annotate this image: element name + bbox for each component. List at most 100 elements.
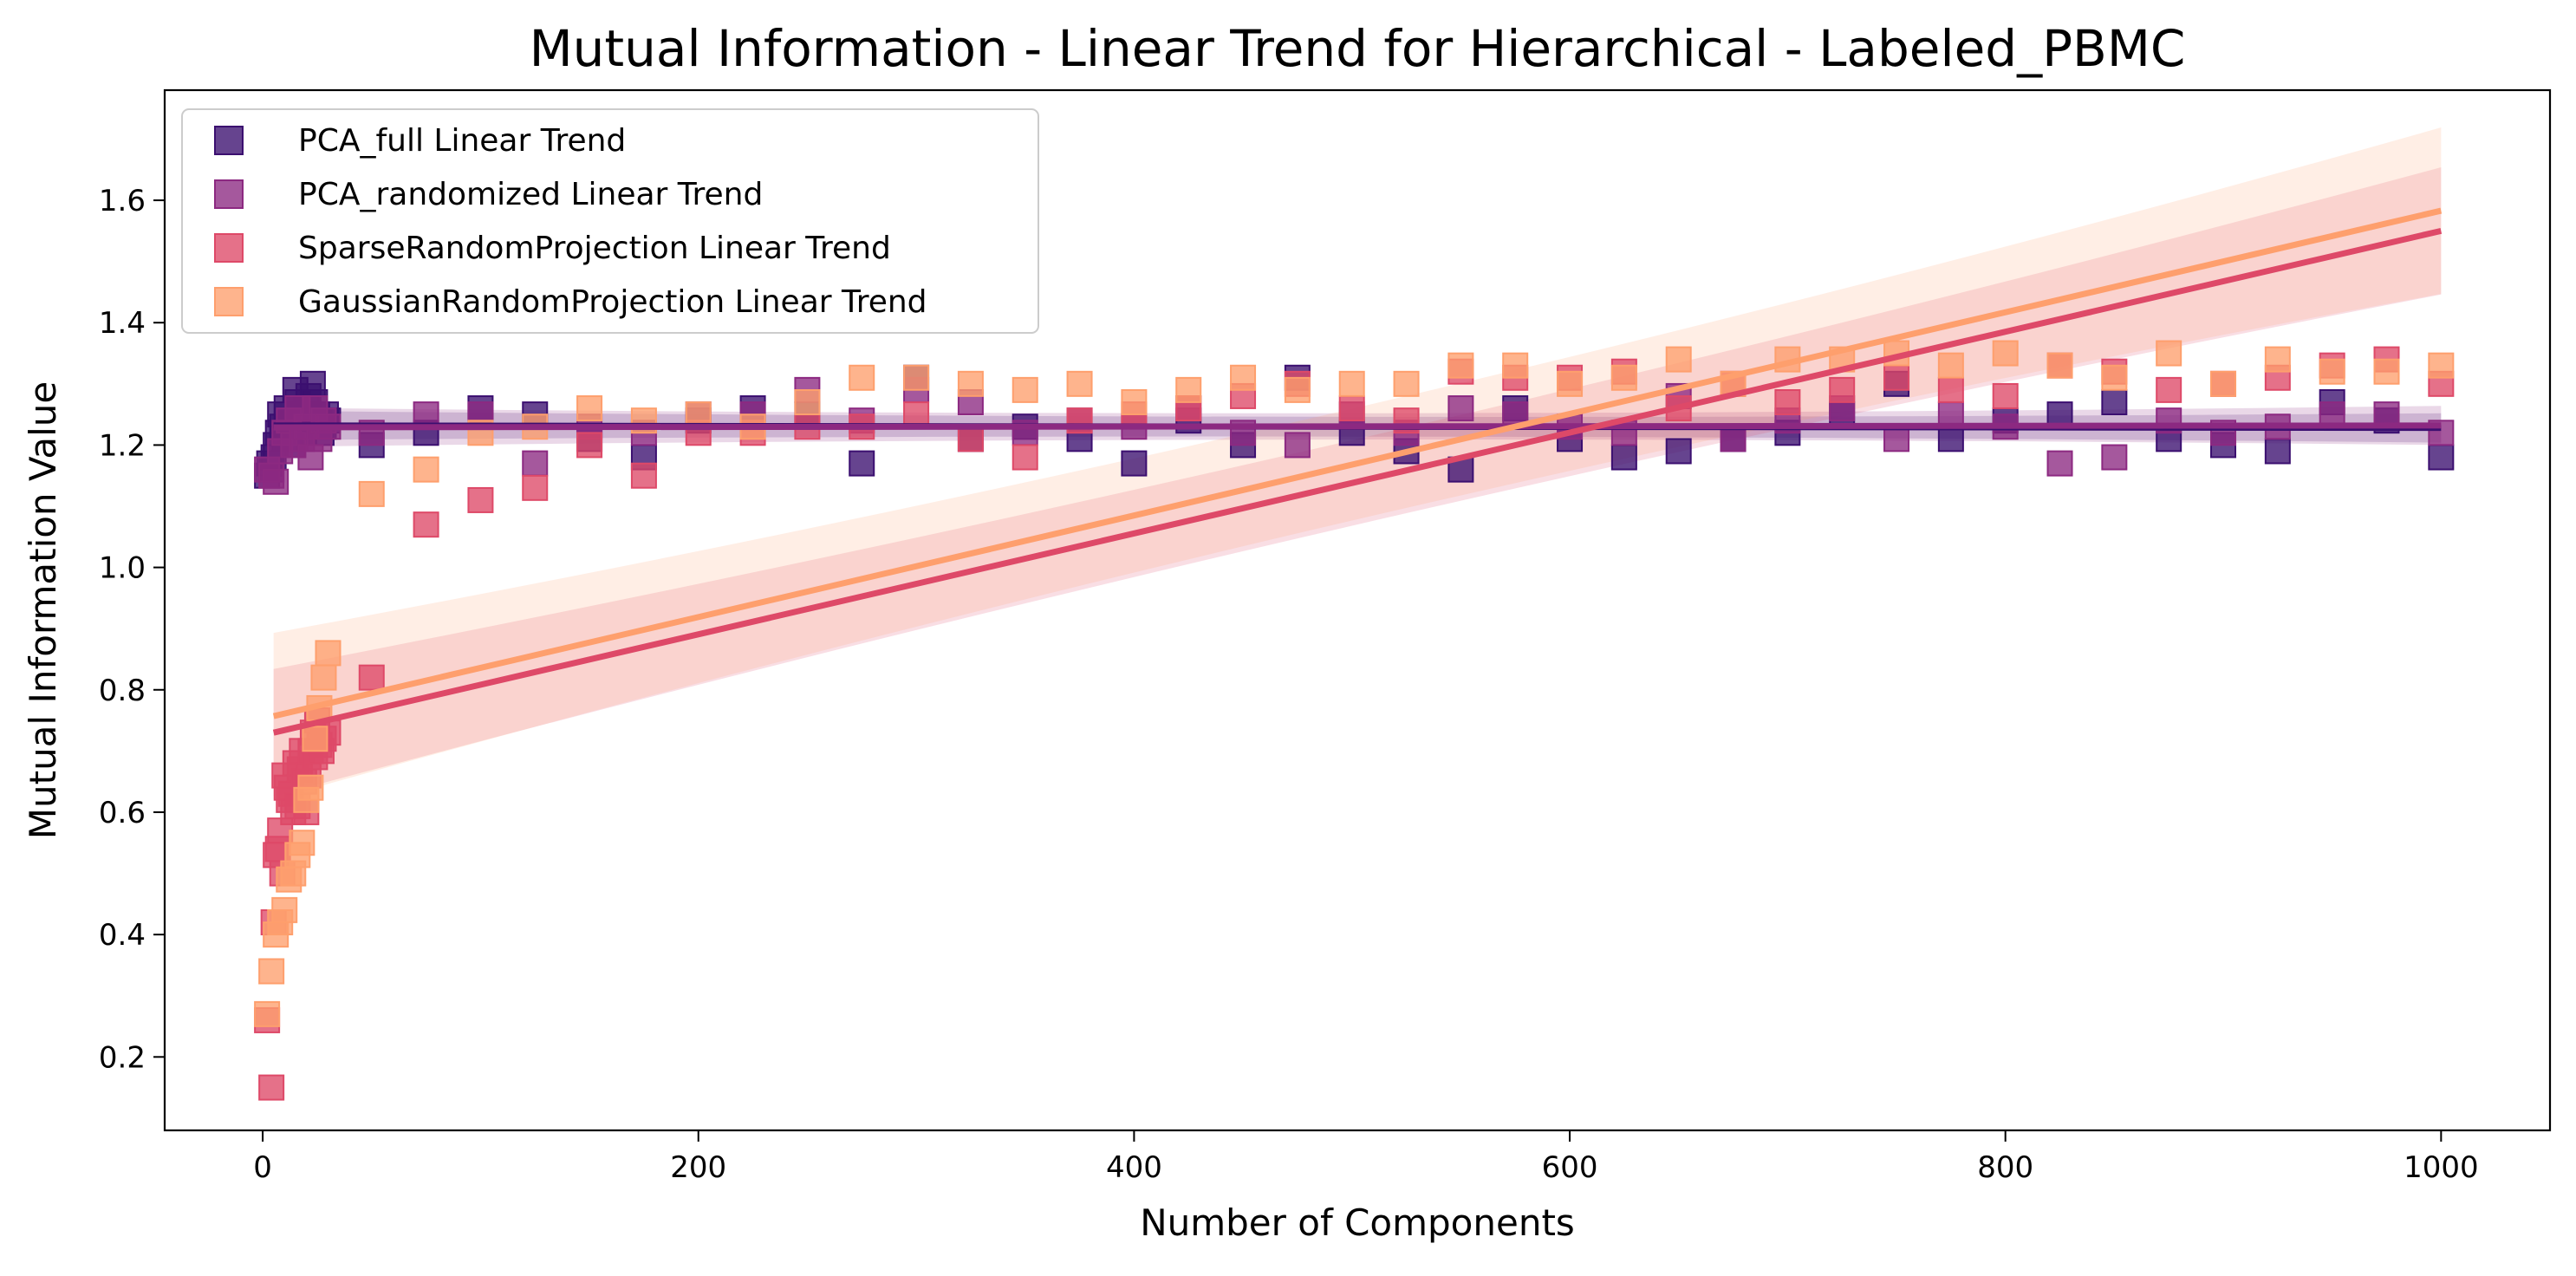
legend-marker-2 (214, 233, 244, 263)
series-3-point-31 (1230, 364, 1257, 391)
series-1-point-47 (2101, 444, 2128, 471)
series-2-trend-line (272, 227, 2443, 736)
series-3-point-44 (1937, 352, 1964, 379)
x-tick-label-5: 1000 (2404, 1150, 2479, 1185)
series-3-point-47 (2101, 364, 2128, 391)
series-3-point-14 (315, 640, 342, 667)
y-tick-label-5: 1.2 (99, 428, 146, 463)
chart-title: Mutual Information - Linear Trend for Hi… (530, 19, 2186, 78)
series-2-point-54 (1829, 376, 1856, 403)
x-tick-label-1: 200 (670, 1150, 726, 1185)
legend-marker-1 (214, 179, 244, 209)
series-2-point-29 (467, 486, 494, 513)
series-0-point-52 (1610, 444, 1637, 471)
series-3-point-0 (254, 1000, 281, 1027)
series-2-point-53 (1774, 389, 1801, 415)
axes: 0 200 400 600 800 1000 0.2 0.4 0.6 0.8 1.0 1.2 1.4 1.… (99, 184, 2479, 1185)
series-0-point-67 (2428, 444, 2455, 471)
series-2-point-39 (1012, 444, 1038, 471)
y-tick-label-4: 1.0 (99, 551, 146, 586)
series-2-point-60 (2156, 376, 2182, 403)
series-3-point-32 (1284, 376, 1311, 403)
x-axis-label: Number of Components (1140, 1201, 1575, 1244)
plot-frame (163, 88, 2552, 1132)
series-3-point-8 (289, 830, 315, 856)
series-3-point-25 (903, 364, 930, 391)
series-2-point-31 (576, 432, 603, 459)
series-3-point-50 (2264, 346, 2291, 373)
series-3-point-24 (849, 364, 875, 391)
x-tick-label-0: 0 (253, 1150, 272, 1185)
series-3-point-37 (1557, 370, 1584, 397)
x-tick-label-2: 400 (1106, 1150, 1162, 1185)
series-2-point-32 (630, 462, 657, 489)
y-axis-label: Mutual Information Value (22, 381, 64, 840)
series-2-point-1 (258, 1074, 285, 1101)
series-2-point-57 (1992, 382, 2019, 409)
series-3-point-16 (413, 456, 439, 483)
series-1-point-43 (1883, 426, 1910, 452)
legend-label-1: PCA_randomized Linear Trend (298, 177, 763, 212)
legend-label-2: SparseRandomProjection Linear Trend (298, 231, 891, 266)
plot-content (254, 127, 2455, 1101)
series-3-point-13 (310, 664, 337, 691)
x-tick-label-3: 600 (1542, 1150, 1598, 1185)
series-3-point-36 (1502, 352, 1529, 379)
series-1-point-18 (522, 450, 549, 477)
series-3-point-27 (1012, 376, 1038, 403)
series-0-point-43 (1121, 450, 1148, 477)
legend-box (181, 108, 1039, 334)
y-tick-label-1: 0.4 (99, 918, 146, 953)
legend-label-3: GaussianRandomProjection Linear Trend (298, 284, 927, 320)
series-3-trend-line (272, 207, 2443, 719)
series-0-point-61 (2101, 389, 2128, 415)
series-3-point-4 (271, 896, 298, 923)
series-2-point-28 (413, 511, 439, 538)
series-3-point-11 (302, 726, 329, 752)
legend-marker-3 (214, 287, 244, 316)
series-2-point-38 (957, 426, 984, 452)
y-tick-label-3: 0.8 (99, 674, 146, 708)
legend-label-0: PCA_full Linear Trend (298, 123, 626, 159)
series-3-point-49 (2210, 370, 2237, 397)
series-1-point-35 (1447, 395, 1474, 422)
series-2-point-56 (1937, 376, 1964, 403)
series-1-point-46 (2046, 450, 2073, 477)
series-1-point-16 (413, 401, 439, 428)
series-3-point-33 (1338, 370, 1365, 397)
series-3-point-23 (794, 389, 821, 415)
series-2-point-27 (358, 664, 385, 691)
y-tick-label-7: 1.6 (99, 184, 146, 218)
series-3-point-29 (1121, 389, 1148, 415)
series-2-point-55 (1883, 364, 1910, 391)
series-1-point-40 (1720, 426, 1747, 452)
series-3-point-45 (1992, 340, 2019, 367)
series-1-point-2 (263, 468, 289, 495)
y-tick-label-2: 0.6 (99, 796, 146, 830)
y-tick-label-6: 1.4 (99, 306, 146, 341)
plot-area (254, 127, 2455, 1101)
x-tick-label-4: 800 (1977, 1150, 2033, 1185)
series-1-point-32 (1284, 432, 1311, 459)
series-3-points (254, 340, 2455, 1027)
y-tick-label-0: 0.2 (99, 1040, 146, 1075)
series-3-point-51 (2319, 358, 2345, 385)
series-3-point-34 (1393, 370, 1420, 397)
series-3-point-39 (1665, 346, 1692, 373)
series-3-point-19 (576, 395, 603, 422)
series-2-point-30 (522, 474, 549, 501)
series-3-point-46 (2046, 352, 2073, 379)
series-3-point-15 (358, 480, 385, 507)
legend-marker-0 (214, 126, 244, 155)
series-3-point-28 (1066, 370, 1093, 397)
series-1-trend-line (273, 422, 2442, 431)
series-2-point-37 (903, 401, 930, 428)
series-3-point-30 (1175, 376, 1202, 403)
series-2-point-45 (1338, 395, 1365, 422)
series-0-point-64 (2264, 438, 2291, 465)
series-0-point-53 (1665, 438, 1692, 465)
series-3-point-10 (297, 774, 324, 801)
series-3-point-1 (258, 958, 285, 985)
